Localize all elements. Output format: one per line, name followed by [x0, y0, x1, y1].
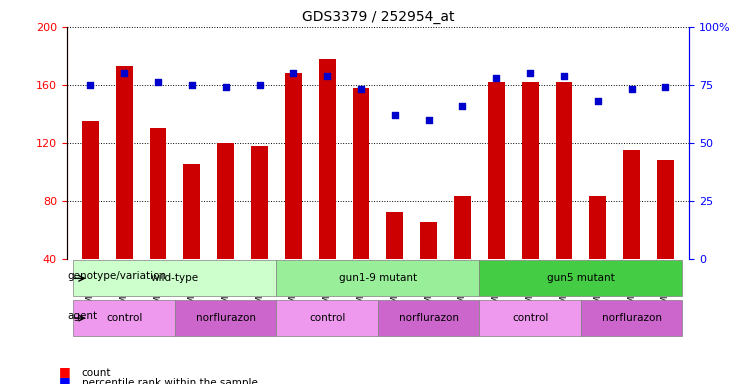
Point	[152, 79, 164, 86]
Text: gun1-9 mutant: gun1-9 mutant	[339, 273, 417, 283]
Bar	[319, 59, 336, 258]
Point	[186, 82, 198, 88]
Bar	[522, 82, 539, 258]
Point	[625, 86, 637, 93]
Bar	[217, 143, 234, 258]
Bar	[353, 88, 370, 258]
Bar	[488, 82, 505, 258]
Text: agent: agent	[67, 311, 98, 321]
Point	[253, 82, 265, 88]
Point	[84, 82, 96, 88]
Point	[288, 70, 299, 76]
Bar	[82, 121, 99, 258]
Text: norflurazon: norflurazon	[399, 313, 459, 323]
Text: genotype/variation: genotype/variation	[67, 271, 167, 281]
Bar	[657, 160, 674, 258]
Point	[322, 73, 333, 79]
Point	[355, 86, 367, 93]
FancyBboxPatch shape	[479, 260, 682, 296]
Text: control: control	[309, 313, 345, 323]
FancyBboxPatch shape	[73, 260, 276, 296]
Point	[558, 73, 570, 79]
Text: control: control	[512, 313, 548, 323]
Text: control: control	[106, 313, 142, 323]
Bar	[589, 196, 606, 258]
Text: count: count	[82, 368, 111, 378]
FancyBboxPatch shape	[175, 300, 276, 336]
Bar	[251, 146, 268, 258]
Point	[389, 112, 401, 118]
Point	[456, 103, 468, 109]
Bar	[285, 73, 302, 258]
Bar	[150, 128, 167, 258]
Point	[220, 84, 232, 90]
Bar	[556, 82, 573, 258]
Bar	[116, 66, 133, 258]
Point	[659, 84, 671, 90]
FancyBboxPatch shape	[479, 300, 581, 336]
Bar	[623, 150, 640, 258]
FancyBboxPatch shape	[581, 300, 682, 336]
Point	[422, 116, 434, 122]
Text: wild-type: wild-type	[151, 273, 199, 283]
Bar	[386, 212, 403, 258]
Text: norflurazon: norflurazon	[196, 313, 256, 323]
Text: ■: ■	[59, 375, 71, 384]
Bar	[184, 164, 200, 258]
Point	[524, 70, 536, 76]
Text: gun5 mutant: gun5 mutant	[547, 273, 615, 283]
FancyBboxPatch shape	[73, 300, 175, 336]
Text: percentile rank within the sample: percentile rank within the sample	[82, 378, 257, 384]
Point	[592, 98, 604, 104]
Title: GDS3379 / 252954_at: GDS3379 / 252954_at	[302, 10, 454, 25]
FancyBboxPatch shape	[378, 300, 479, 336]
FancyBboxPatch shape	[276, 300, 378, 336]
FancyBboxPatch shape	[276, 260, 479, 296]
Bar	[420, 222, 437, 258]
Text: norflurazon: norflurazon	[602, 313, 662, 323]
Point	[119, 70, 130, 76]
Point	[491, 75, 502, 81]
Text: ■: ■	[59, 365, 71, 378]
Bar	[454, 196, 471, 258]
